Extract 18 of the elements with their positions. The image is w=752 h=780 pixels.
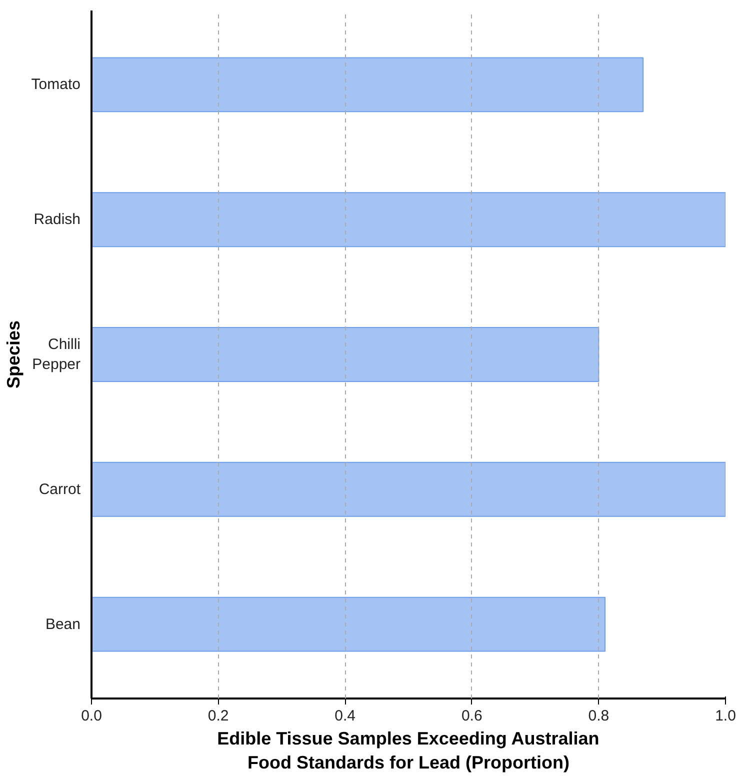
bar — [92, 327, 600, 382]
y-tick-label: Tomato — [31, 76, 81, 94]
y-tick-label: Bean — [45, 616, 81, 633]
y-tick-label: Chilli Pepper — [32, 336, 81, 374]
y-tick-label: Radish — [34, 211, 81, 228]
y-tick-label: Carrot — [38, 480, 82, 498]
x-tick-label: 0.4 — [334, 708, 356, 724]
bar — [92, 462, 726, 517]
y-axis-title: Species — [3, 320, 24, 389]
bar — [92, 596, 606, 652]
bar — [92, 192, 726, 248]
bar — [92, 57, 644, 112]
x-tick-label: 0.8 — [588, 708, 610, 724]
x-tick-label: 0.0 — [81, 708, 102, 724]
x-axis-title: Edible Tissue Samples Exceeding Australian Food Standards for Lead (Proportion) — [217, 728, 600, 772]
x-tick-label: 0.2 — [208, 708, 229, 724]
x-tick-label: 1.0 — [715, 708, 736, 724]
x-tick-label: 0.6 — [461, 708, 482, 724]
